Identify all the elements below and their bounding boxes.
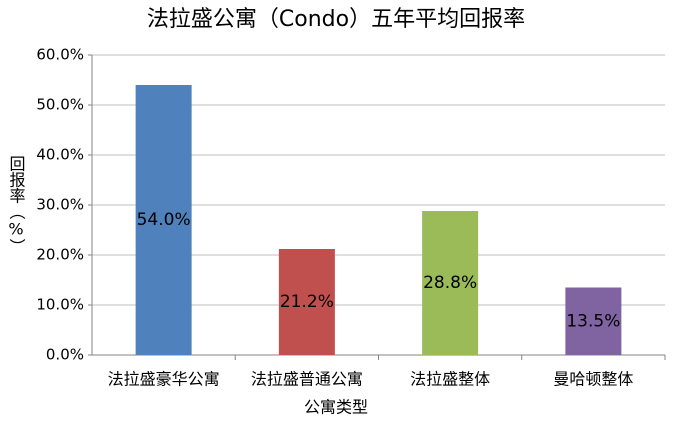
y-tick-label: 60.0% — [36, 46, 84, 64]
x-axis-label: 公寓类型 — [304, 398, 368, 417]
y-tick-label: 30.0% — [36, 196, 84, 214]
data-label: 28.8% — [423, 273, 477, 293]
x-tick-label: 法拉盛豪华公寓 — [108, 370, 220, 389]
data-label: 21.2% — [280, 292, 334, 312]
data-label: 54.0% — [137, 210, 191, 230]
y-axis-label: 回报率（%） — [7, 156, 26, 255]
y-tick-label: 20.0% — [36, 246, 84, 264]
y-tick-label: 0.0% — [46, 346, 84, 364]
y-tick-label: 40.0% — [36, 146, 84, 164]
chart-title: 法拉盛公寓（Condo）五年平均回报率 — [147, 7, 525, 32]
bar — [135, 85, 192, 355]
y-tick-label: 10.0% — [36, 296, 84, 314]
x-tick-label: 法拉盛整体 — [410, 370, 490, 389]
x-tick-label: 法拉盛普通公寓 — [251, 370, 363, 389]
bar — [422, 211, 479, 355]
y-tick-label: 50.0% — [36, 96, 84, 114]
bar — [278, 249, 335, 355]
data-label: 13.5% — [566, 311, 620, 331]
bar — [565, 287, 622, 355]
x-tick-label: 曼哈顿整体 — [553, 370, 633, 389]
